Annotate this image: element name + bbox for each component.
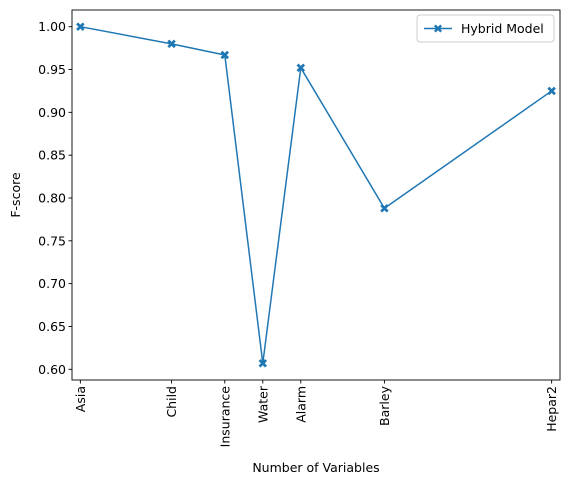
legend-marker [434,24,442,33]
data-point-alarm [296,63,306,73]
x-tick-label-water: Water [255,385,270,423]
y-tick-label: 0.65 [38,319,66,334]
x-axis-label: Number of Variables [252,460,379,475]
x-tick-label-child: Child [164,386,179,418]
plot-frame [71,9,561,381]
y-tick-label: 0.85 [38,148,66,163]
data-point-hepar2 [547,86,556,96]
data-point-water [258,358,268,368]
legend-entry-hybrid-model: Hybrid Model [461,21,544,36]
legend: Hybrid Model [416,14,555,43]
y-tick-label: 0.90 [38,105,66,120]
x-tick-label-alarm: Alarm [293,386,308,423]
x-tick-label-hepar2: Hepar2 [544,386,559,432]
legend-box [416,14,555,43]
y-tick-label: 0.95 [38,62,66,77]
y-tick-label: 0.75 [38,233,66,248]
x-axis-ticks: Asia Child Insurance Water Alarm Barley Hepar2 [73,380,559,447]
x-tick-label-barley: Barley [377,385,392,426]
y-tick-label: 1.00 [38,19,66,34]
y-axis-ticks: 0.60 0.65 0.70 0.75 0.80 0.85 0.90 0.95 1.00 [38,19,72,377]
series-line-hybrid-model [80,25,553,365]
y-tick-label: 0.80 [38,190,66,205]
data-point-asia [76,22,85,32]
y-axis-label: F-score [8,172,23,218]
series-layer [76,22,556,368]
x-tick-label-insurance: Insurance [217,386,232,448]
data-point-insurance [220,50,230,60]
x-tick-label-asia: Asia [73,386,88,412]
y-tick-label: 0.70 [38,276,66,291]
data-point-child [167,39,176,49]
data-point-barley [380,203,389,213]
y-tick-label: 0.60 [38,362,66,377]
